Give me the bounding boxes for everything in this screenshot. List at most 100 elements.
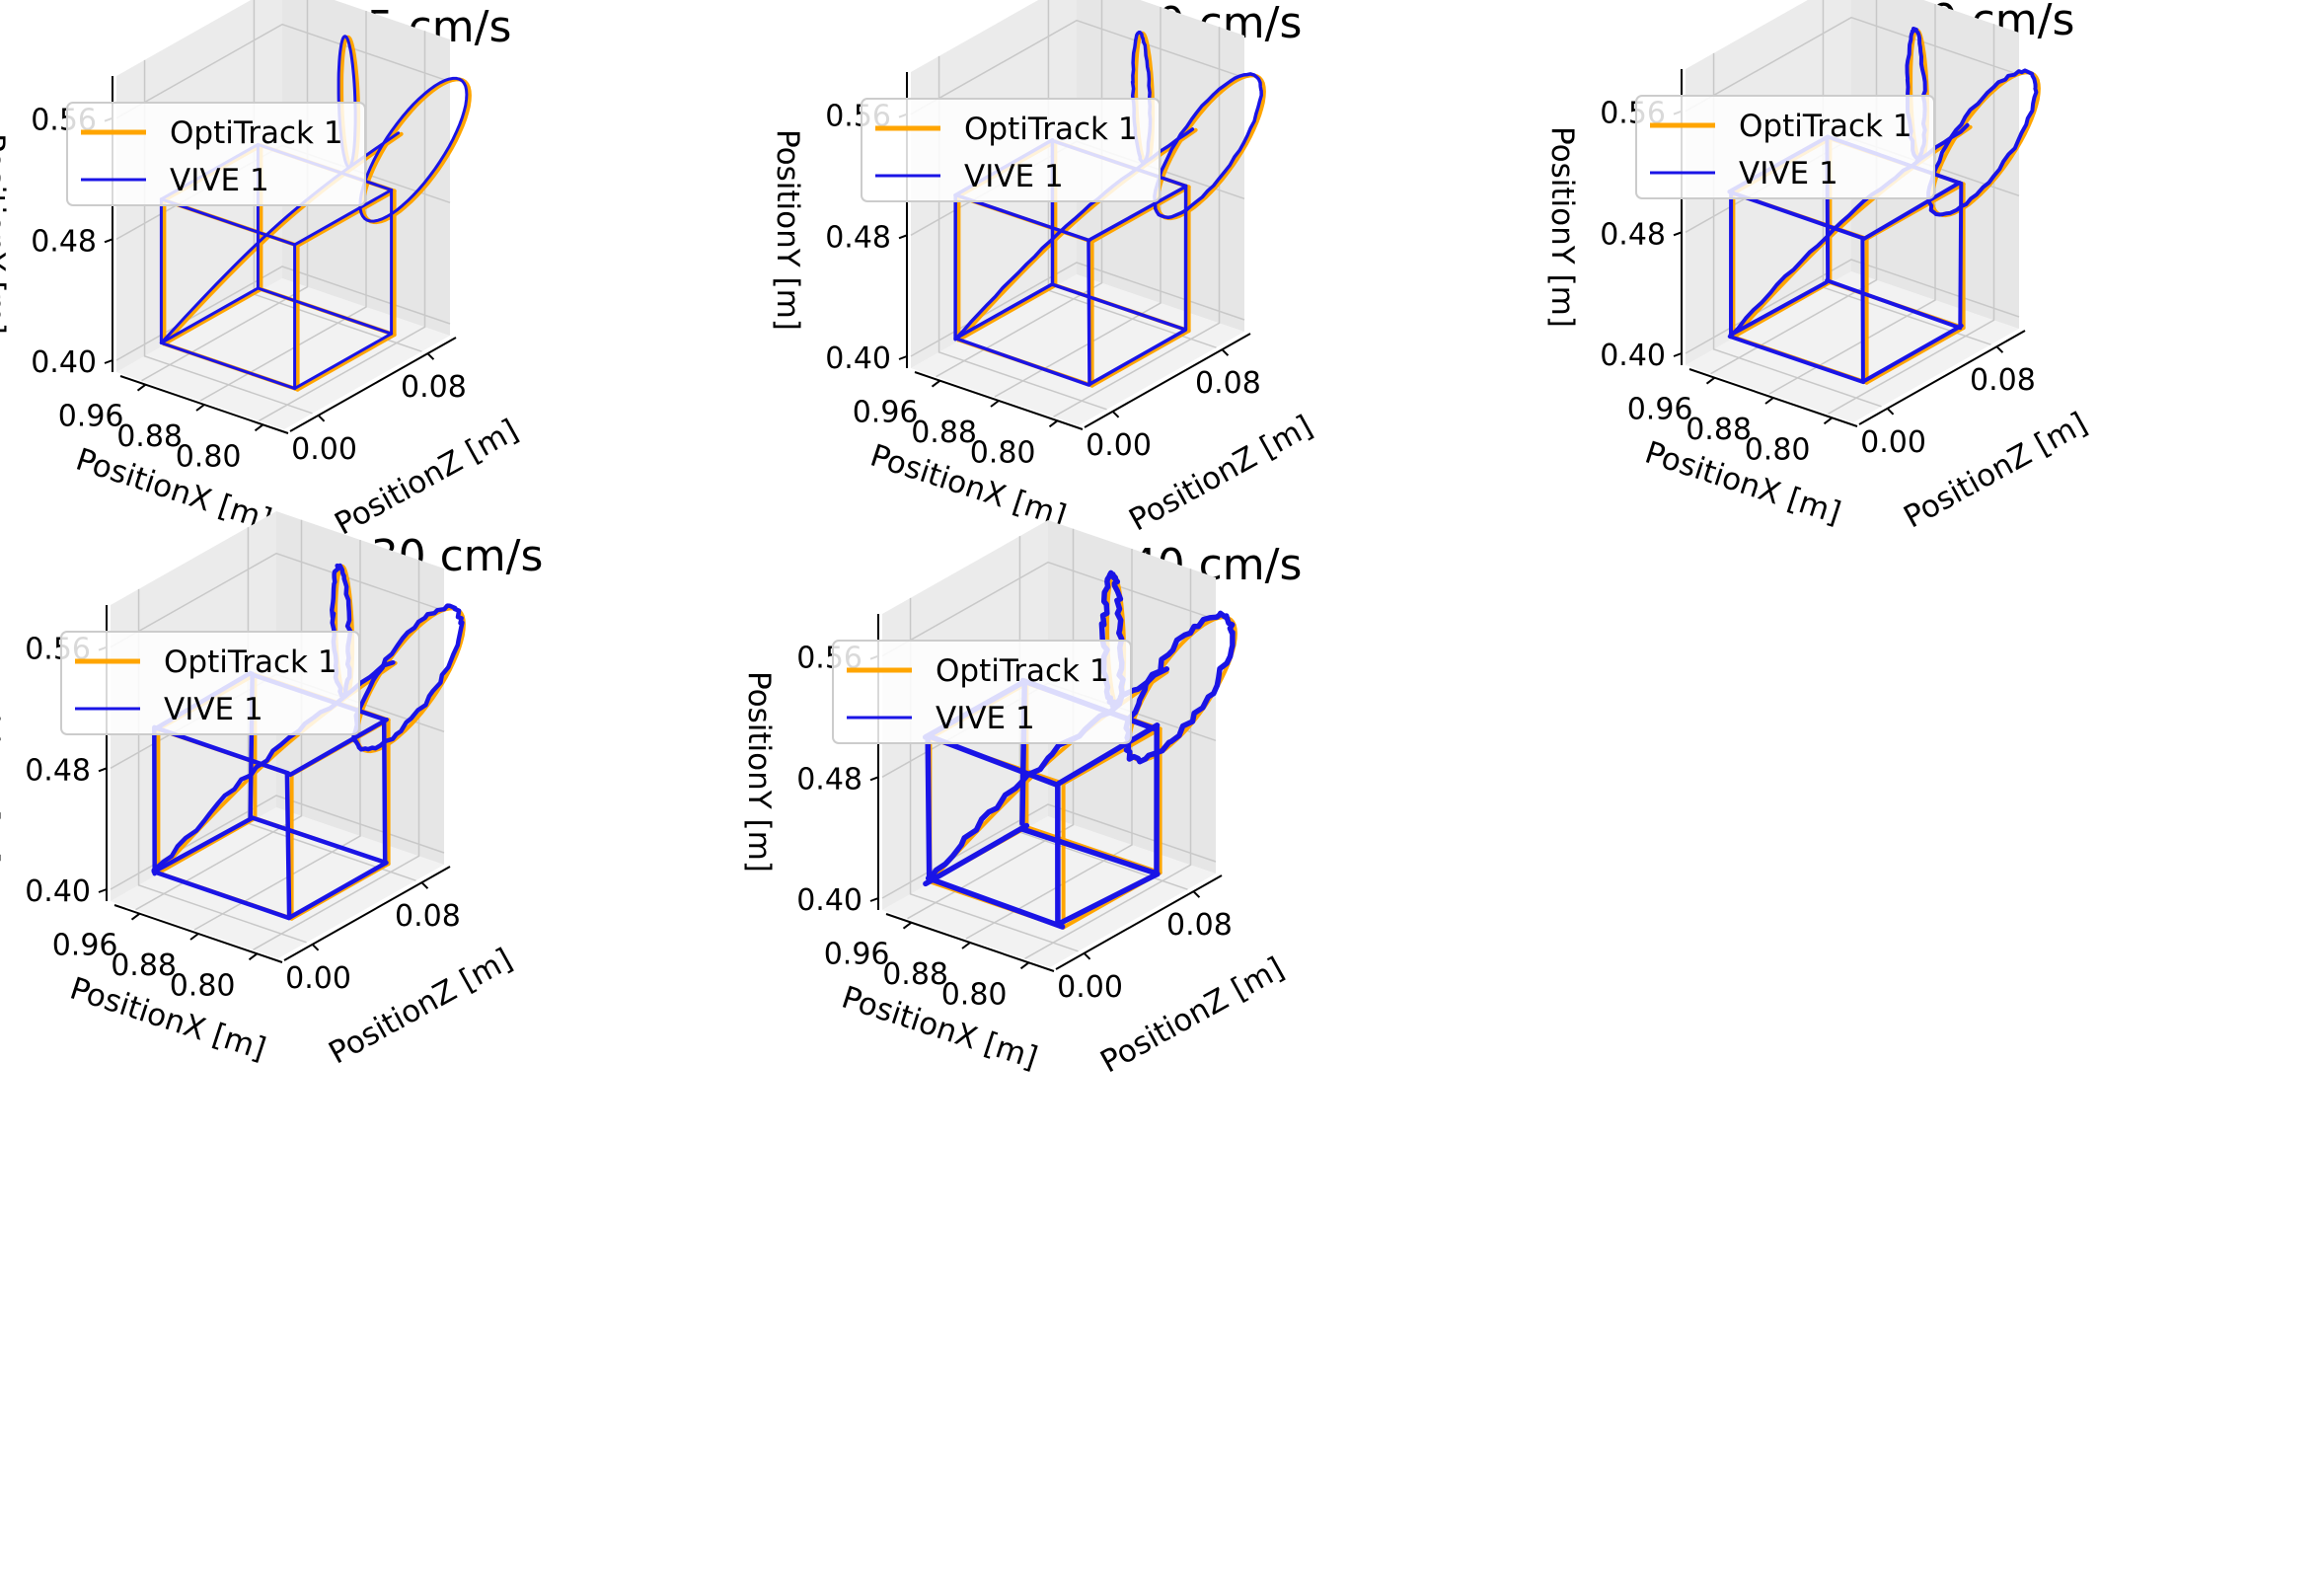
y-tick	[898, 355, 908, 360]
vive-line	[925, 875, 1066, 930]
z-tick	[426, 352, 435, 360]
vive-line	[151, 869, 292, 921]
legend-label-vive: VIVE 1	[170, 163, 269, 198]
series-vive	[159, 35, 469, 391]
x-tick	[1019, 961, 1030, 970]
z-tick	[1192, 890, 1201, 898]
optitrack-line	[295, 333, 397, 392]
vive-line	[1087, 239, 1091, 387]
vive-line	[1019, 826, 1161, 876]
grid-line	[881, 561, 1217, 657]
chart-panel-1: 5 cm/s0.400.480.560.960.880.80 0.000.08Po…	[0, 0, 524, 542]
grid-line	[1828, 24, 1995, 415]
z-axis-label: PositionZ [m]	[1123, 409, 1318, 538]
x-tick	[961, 942, 971, 949]
y-tick-label: 0.40	[25, 874, 91, 909]
y-tick-label: 0.40	[796, 883, 862, 918]
x-tick-label: 0.96	[58, 400, 124, 434]
optitrack-line	[1061, 726, 1162, 786]
z-tick-label: 0.08	[1166, 908, 1233, 943]
vive-line	[1050, 282, 1187, 332]
y-tick	[1673, 352, 1683, 357]
vive-line	[1825, 278, 1963, 331]
x-tick-label: 0.96	[853, 396, 919, 430]
vive-line	[923, 822, 1030, 887]
grid-line	[907, 528, 1075, 920]
grid-line	[110, 552, 445, 648]
chart-panel-2: 10 cm/s0.400.480.560.960.880.80 0.000.08P…	[770, 0, 1318, 538]
vive-line	[1087, 185, 1188, 243]
y-tick	[898, 234, 908, 240]
x-axis-label: PositionX [m]	[65, 971, 269, 1068]
z-tick-label: 0.08	[1195, 366, 1261, 401]
grid-line	[1053, 27, 1221, 417]
vive-line	[1727, 190, 1866, 241]
legend-label-vive: VIVE 1	[164, 692, 263, 727]
z-axis-label: PositionZ [m]	[1094, 950, 1290, 1080]
vive-line	[1728, 335, 1866, 385]
z-tick	[1995, 345, 2004, 353]
x-tick-label: 0.88	[111, 949, 177, 983]
z-tick-label: 0.00	[291, 432, 357, 467]
z-tick	[317, 415, 326, 422]
optitrack-line	[1089, 329, 1191, 388]
z-tick-label: 0.00	[1057, 970, 1123, 1005]
x-tick-label: 0.80	[970, 435, 1036, 470]
grid-line	[936, 0, 1103, 378]
z-tick	[1221, 348, 1230, 356]
z-tick	[1111, 411, 1120, 418]
vive-line	[925, 736, 933, 881]
x-tick	[1705, 376, 1716, 385]
x-tick	[248, 952, 259, 961]
x-tick-label: 0.96	[52, 929, 118, 963]
grid-line	[135, 519, 303, 911]
x-tick-label: 0.80	[1745, 432, 1811, 467]
vive-line	[286, 860, 389, 921]
y-tick-label: 0.48	[25, 753, 91, 788]
z-tick	[311, 944, 320, 951]
x-tick	[136, 383, 147, 392]
x-tick	[1823, 417, 1834, 425]
x-axis-label: PositionX [m]	[837, 980, 1041, 1077]
vive-line	[154, 815, 255, 873]
z-tick-label: 0.00	[1086, 428, 1152, 463]
x-tick	[902, 921, 913, 930]
z-tick	[1886, 408, 1895, 416]
y-axis-label: PositionY [m]	[741, 671, 777, 873]
x-tick-label: 0.88	[1686, 413, 1752, 447]
x-axis-label: PositionX [m]	[865, 438, 1070, 535]
x-tick-label: 0.96	[1627, 393, 1693, 427]
grid-line	[259, 31, 426, 421]
y-tick	[98, 888, 108, 893]
vive-line	[249, 814, 388, 865]
legend: OptiTrack 1 VIVE 1	[861, 98, 1161, 202]
legend-label-vive: VIVE 1	[964, 159, 1064, 194]
x-tick-label: 0.96	[824, 938, 890, 972]
x-axis-label: PositionX [m]	[1640, 435, 1844, 532]
grid-line	[141, 0, 309, 382]
z-tick	[420, 881, 429, 889]
x-tick-label: 0.80	[941, 977, 1008, 1012]
vive-line	[1861, 181, 1962, 241]
legend-label-vive: VIVE 1	[1739, 156, 1838, 191]
grid-line	[253, 560, 420, 950]
x-tick	[931, 379, 941, 388]
vive-line	[1087, 328, 1187, 387]
legend: OptiTrack 1 VIVE 1	[832, 640, 1132, 744]
optitrack-line	[295, 189, 397, 248]
y-axis-label: PositionY [m]	[0, 662, 5, 864]
x-tick-label: 0.80	[176, 439, 242, 474]
z-tick-label: 0.00	[285, 961, 351, 996]
z-tick-label: 0.08	[401, 370, 467, 405]
x-tick	[254, 423, 264, 432]
z-axis-label: PositionZ [m]	[323, 942, 518, 1071]
vive-line	[1728, 280, 1829, 338]
vive-line	[1862, 324, 1964, 383]
x-tick-label: 0.88	[882, 957, 948, 992]
y-axis-label: PositionY [m]	[0, 133, 11, 335]
z-tick-label: 0.00	[1860, 425, 1926, 460]
chart-panel-5: 40 cm/s0.400.480.560.960.880.80 0.000.08P…	[741, 520, 1302, 1080]
legend-label-optitrack: OptiTrack 1	[964, 112, 1138, 147]
grid-line	[1710, 0, 1878, 375]
